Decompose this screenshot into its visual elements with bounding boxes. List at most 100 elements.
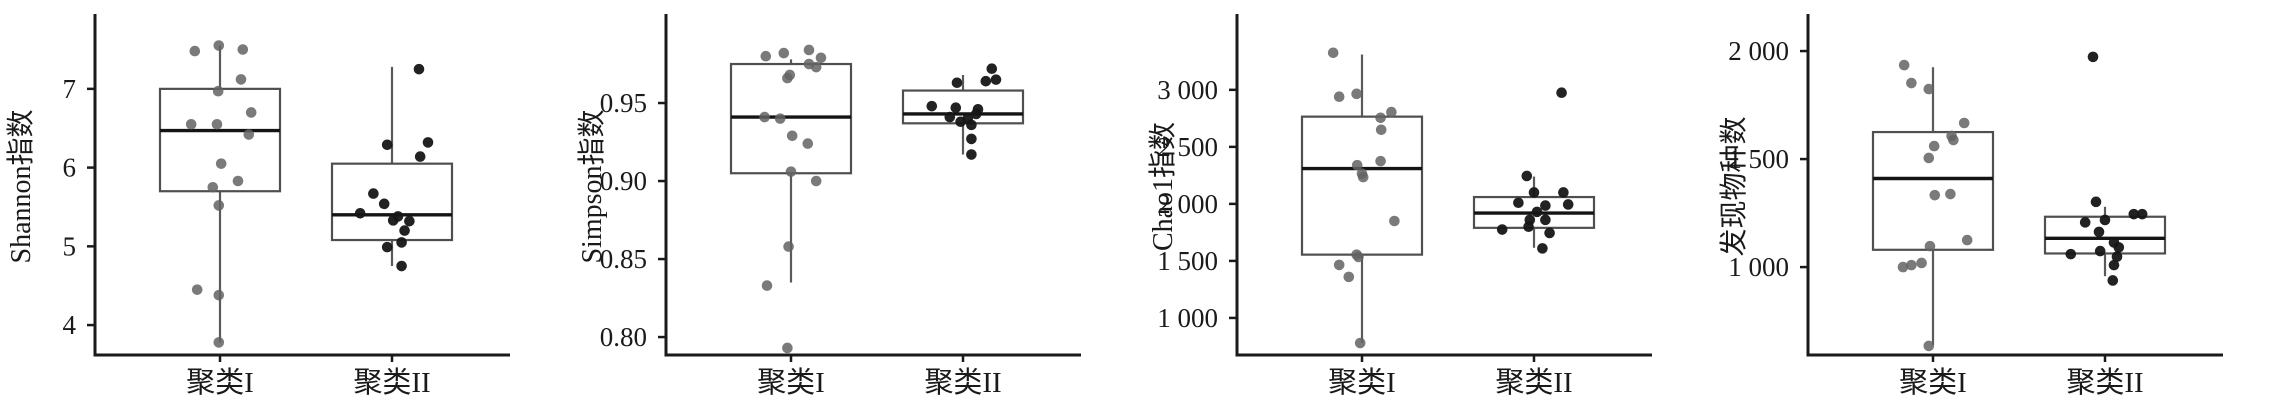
data-point [2087,51,2099,63]
data-point [926,100,938,112]
y-tick-label: 4 [63,310,77,340]
y-tick-label: 6 [63,153,77,183]
data-point [2111,251,2123,263]
data-point [782,72,793,84]
data-point [1513,197,1524,209]
y-axis-label: Shannon指数 [5,109,37,263]
y-tick-label: 1 000 [1728,252,1789,282]
boxplot-panel-chao1: 3 000 2 500 2 000 1 500 1 000 Chao1指数 聚类I 聚类II [1142,0,1713,408]
data-point [232,175,244,187]
data-point [1540,214,1551,226]
data-point [1523,221,1534,233]
data-point [1906,259,1917,271]
data-point [2107,275,2119,286]
data-point [810,175,822,187]
data-point [213,289,225,301]
data-point [951,77,963,89]
y-tick-label: 0.90 [600,166,647,196]
y-tick-label: 2 500 [1157,132,1218,162]
data-point [990,74,1002,85]
data-point [368,188,379,199]
y-tick-label: 5 [63,231,77,261]
data-point [1906,77,1917,89]
data-point [785,166,797,177]
data-point [1353,251,1364,263]
data-point [1556,87,1567,98]
data-point [2079,217,2091,228]
data-point [760,50,772,62]
data-point [966,133,977,145]
data-point [185,118,197,130]
data-point [1351,159,1363,171]
x-tick-label: 聚类I [1328,366,1396,399]
data-point [235,74,247,85]
data-point [2113,242,2125,253]
y-tick-label: 3 000 [1157,75,1218,105]
data-point [1531,206,1543,218]
data-point [1540,200,1551,211]
data-point [1945,188,1956,200]
data-point [815,52,827,64]
data-point [243,129,255,140]
data-point [237,44,249,55]
y-tick-label: 7 [63,74,77,104]
data-point [955,116,966,128]
boxplot-panel-simpson: 0.95 0.90 0.85 0.80 Simpson指数 聚类I 聚类II [571,0,1142,408]
data-point [1496,224,1508,235]
data-point [422,137,434,148]
data-point [1333,91,1345,102]
data-point [761,280,773,291]
data-point [986,63,998,75]
y-axis-label: Simpson指数 [576,109,608,263]
data-point [980,75,992,87]
data-point [1386,106,1397,118]
y-tick-label: 1 500 [1728,144,1789,174]
data-point [414,151,426,162]
y-tick-label: 0.95 [600,88,647,118]
data-point [2090,196,2102,208]
data-point [1544,227,1555,239]
data-point [212,85,224,97]
data-point [778,47,790,59]
data-point [759,111,770,123]
data-point [1375,124,1387,136]
data-point [2136,208,2148,220]
data-point [966,119,977,131]
data-point [1897,261,1909,273]
data-point [2093,226,2105,238]
x-tick-label: 聚类I [1899,366,1967,399]
data-point [381,139,393,151]
data-point [207,181,219,193]
data-point [1923,152,1935,164]
data-point [1898,59,1910,71]
boxplot-panel-shannon: 7 6 5 4 Shannon指数聚类I 聚类II [0,0,571,408]
x-tick-label: 聚类I [186,366,254,399]
data-point [1558,187,1569,198]
y-tick-label: 1 000 [1157,303,1218,333]
x-tick-label: 聚类II [353,366,430,399]
data-point [1928,140,1940,152]
boxplot-panel-observed-species: 2 000 1 500 1 000 发现物种数 聚类I 聚类II [1713,0,2284,408]
box-shannon-group1 [158,87,282,193]
data-point [1343,271,1355,283]
data-point [1562,199,1574,210]
data-point [2094,245,2106,257]
data-point [191,284,203,295]
data-point [387,215,399,226]
data-point [213,337,225,348]
data-point [1521,170,1533,182]
box-chao1-group1 [1300,115,1424,256]
data-point [213,40,225,51]
data-point [404,215,415,227]
data-point [2108,259,2120,271]
data-point [245,107,257,118]
data-point [1333,259,1345,271]
y-tick-label: 1 500 [1157,246,1218,276]
data-point [1528,187,1540,198]
data-point [1923,83,1935,95]
data-point [378,198,390,210]
